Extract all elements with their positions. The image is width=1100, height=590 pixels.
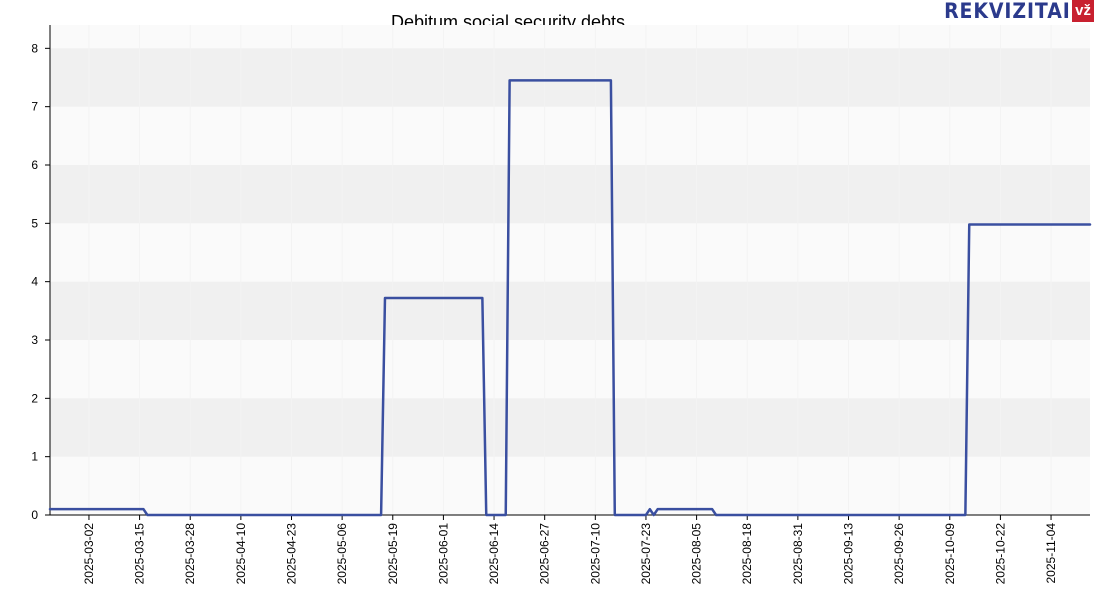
y-tick-label: 0 <box>31 508 38 522</box>
x-tick-label: 2025-10-22 <box>993 523 1007 585</box>
x-tick-label: 2025-04-23 <box>284 523 298 585</box>
grid-band <box>50 165 1090 224</box>
y-tick-label: 3 <box>31 333 38 347</box>
x-tick-label: 2025-05-19 <box>386 523 400 585</box>
grid-band <box>50 48 1090 107</box>
y-tick-label: 6 <box>31 158 38 172</box>
y-tick-label: 1 <box>31 450 38 464</box>
rekvizitai-logo: REKVIZITAI vž <box>930 0 1094 23</box>
x-tick-label: 2025-06-01 <box>436 523 450 585</box>
logo-badge: vž <box>1072 0 1094 22</box>
x-tick-label: 2025-07-23 <box>639 523 653 585</box>
y-tick-label: 7 <box>31 100 38 114</box>
x-tick-label: 2025-08-05 <box>690 523 704 585</box>
x-tick-label: 2025-10-09 <box>943 523 957 585</box>
y-tick-label: 4 <box>31 275 38 289</box>
x-tick-label: 2025-06-14 <box>487 523 501 585</box>
x-tick-label: 2025-03-28 <box>183 523 197 585</box>
y-tick-label: 2 <box>31 391 38 405</box>
x-tick-label: 2025-08-18 <box>740 523 754 585</box>
x-tick-label: 2025-11-04 <box>1044 523 1058 584</box>
grid-band <box>50 281 1090 340</box>
grid-band <box>50 398 1090 457</box>
x-tick-label: 2025-04-10 <box>234 523 248 585</box>
x-tick-label: 2025-05-06 <box>335 523 349 585</box>
x-tick-label: 2025-07-10 <box>588 523 602 585</box>
x-tick-label: 2025-09-26 <box>892 523 906 585</box>
x-tick-label: 2025-03-02 <box>82 523 96 585</box>
logo-text: REKVIZITAI <box>943 0 1071 23</box>
y-tick-label: 8 <box>31 41 38 55</box>
x-tick-label: 2025-09-13 <box>842 523 856 585</box>
x-tick-label: 2025-06-27 <box>538 523 552 585</box>
y-tick-label: 5 <box>31 216 38 230</box>
x-tick-label: 2025-03-15 <box>133 523 147 585</box>
x-tick-label: 2025-08-31 <box>791 523 805 585</box>
